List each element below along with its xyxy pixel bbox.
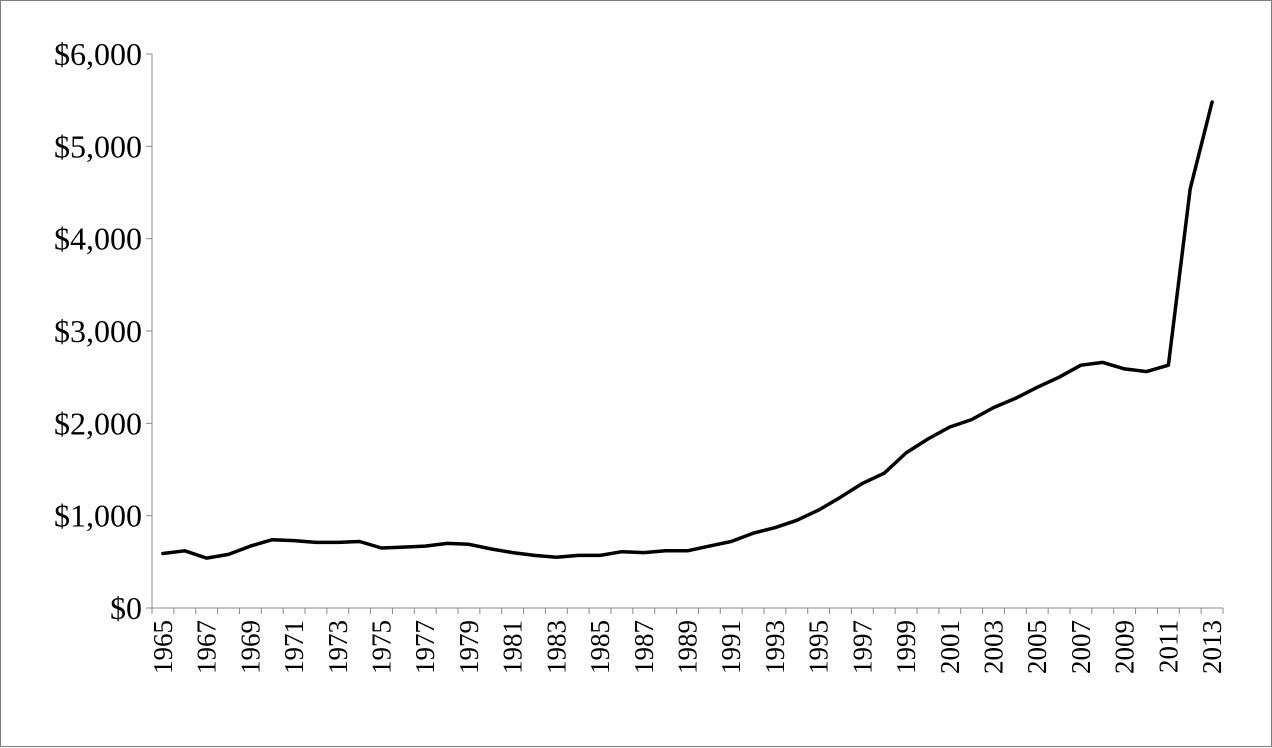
x-tick-label: 1987 [629,620,659,674]
x-tick-label: 1971 [279,620,309,674]
x-tick-label: 1975 [367,620,397,674]
y-tick-label: $2,000 [54,405,142,441]
x-tick-label: 2001 [935,620,965,674]
series-line [161,100,1214,560]
x-tick-label: 1981 [498,620,528,674]
x-tick-label: 1979 [454,620,484,674]
y-tick-label: $5,000 [54,128,142,164]
x-tick-label: 1973 [323,620,353,674]
y-tick-label: $6,000 [54,36,142,72]
x-tick-label: 1989 [673,620,703,674]
x-tick-label: 1999 [891,620,921,674]
x-tick-label: 2009 [1110,620,1140,674]
x-tick-label: 1965 [148,620,178,674]
x-tick-label: 1977 [410,620,440,674]
x-tick-label: 2011 [1153,620,1183,673]
x-tick-label: 1967 [192,620,222,674]
y-tick-label: $1,000 [54,498,142,534]
x-tick-label: 2003 [979,620,1009,674]
x-tick-label: 1985 [585,620,615,674]
x-tick-label: 1997 [847,620,877,674]
x-tick-label: 1969 [235,620,265,674]
y-tick-label: $4,000 [54,221,142,257]
y-tick-label: $3,000 [54,313,142,349]
x-tick-label: 1993 [760,620,790,674]
x-tick-label: 1983 [541,620,571,674]
x-tick-label: 2005 [1022,620,1052,674]
y-tick-label: $0 [110,590,142,626]
x-tick-label: 1995 [804,620,834,674]
x-tick-label: 2013 [1197,620,1227,674]
x-tick-label: 1991 [716,620,746,674]
x-tick-label: 2007 [1066,620,1096,674]
